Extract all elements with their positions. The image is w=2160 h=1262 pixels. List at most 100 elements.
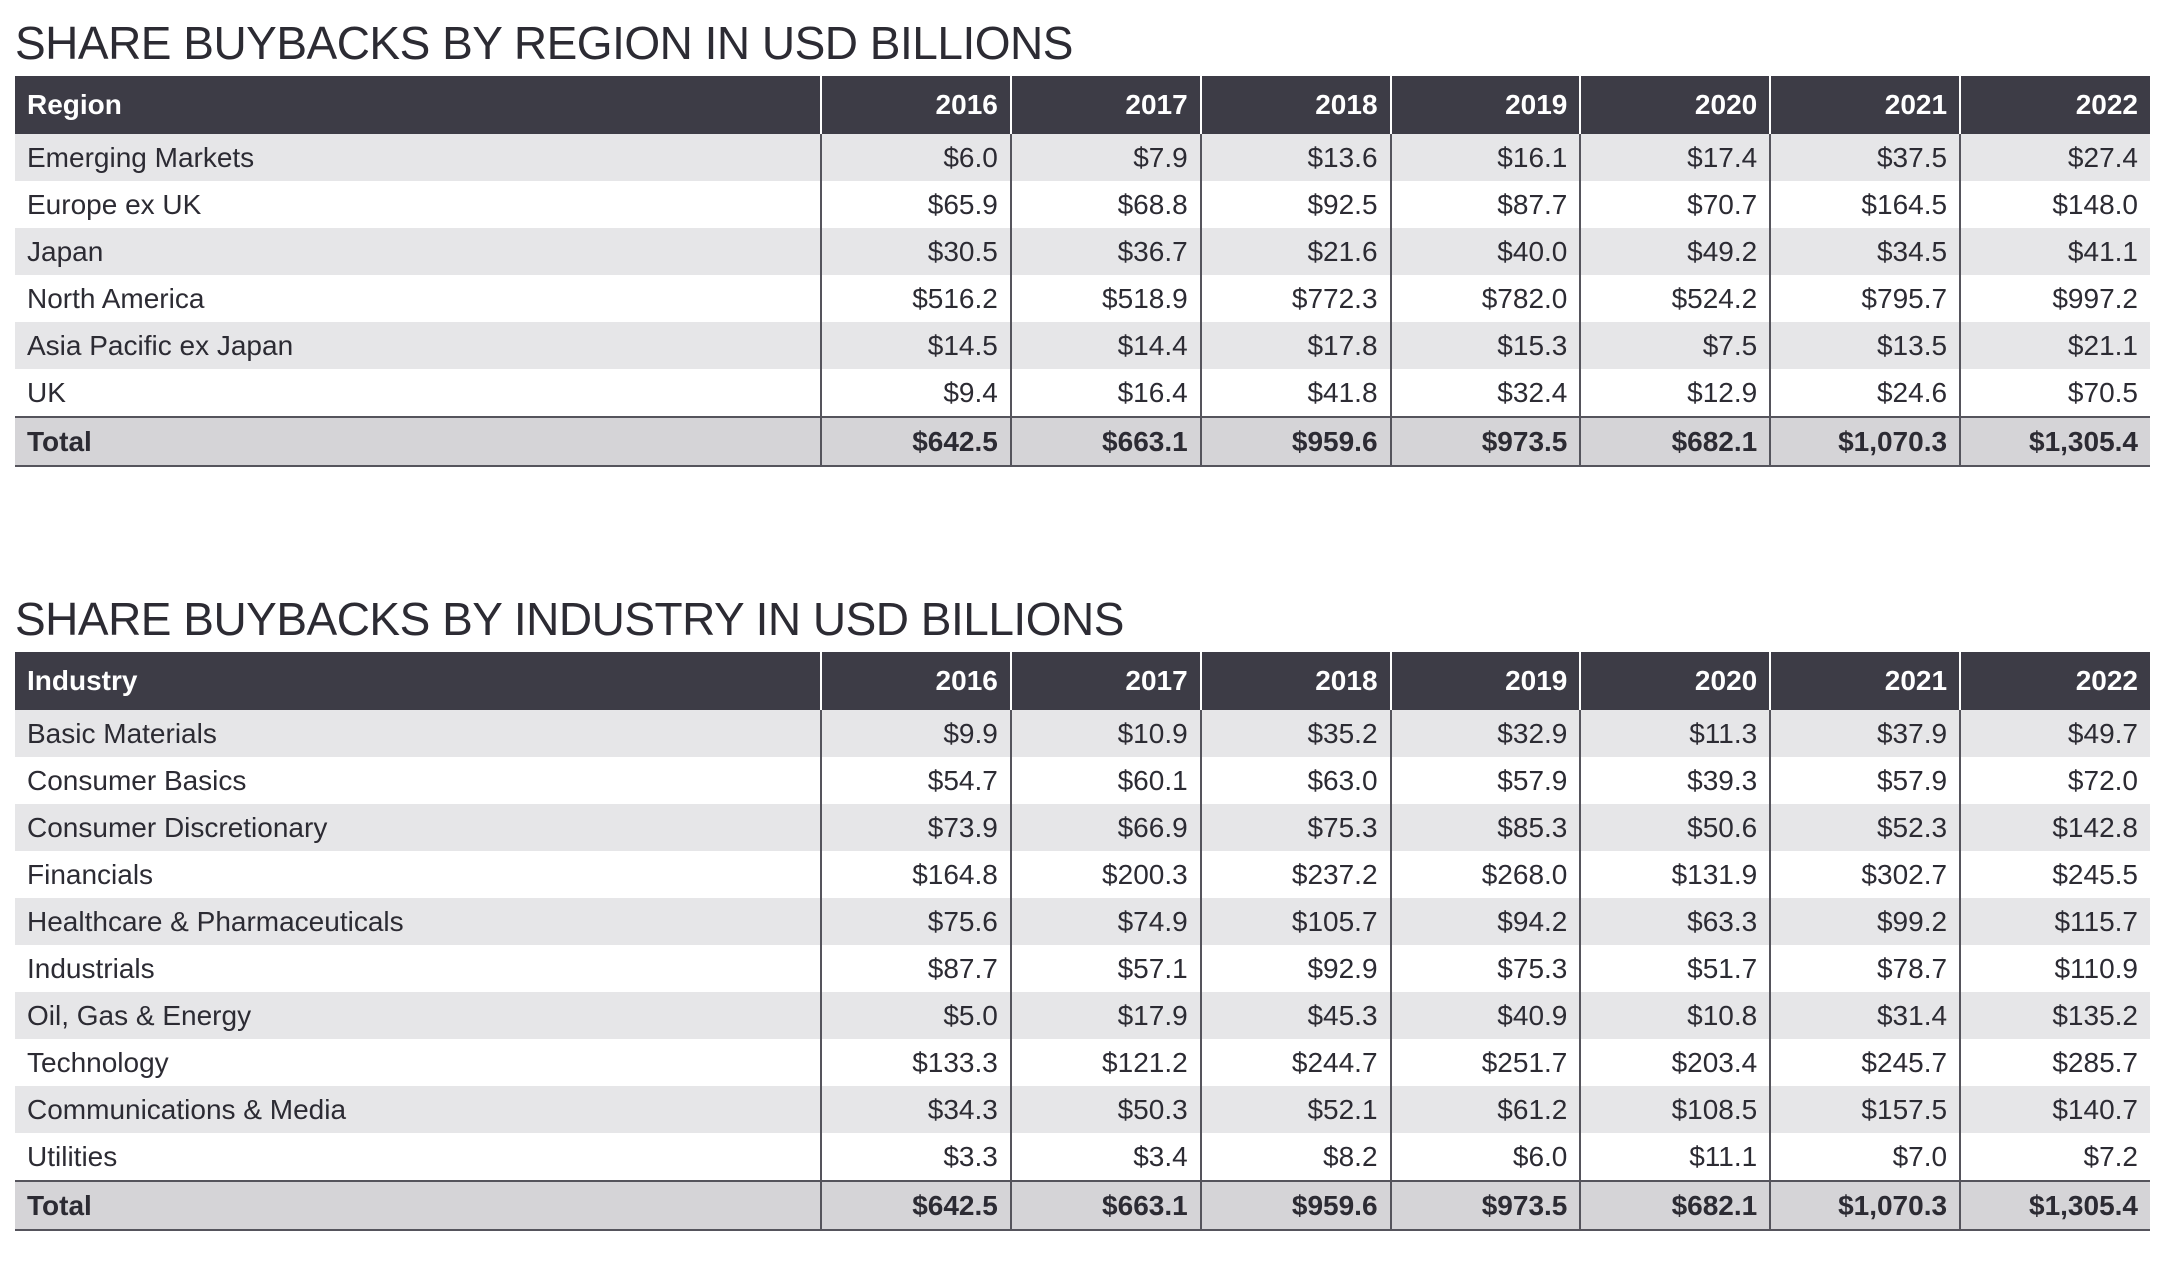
industry-section: SHARE BUYBACKS BY INDUSTRY IN USD BILLIO… [15, 586, 2150, 1231]
value-cell: $94.2 [1389, 898, 1581, 945]
value-cell: $49.2 [1579, 228, 1771, 275]
value-cell: $3.4 [1009, 1133, 1201, 1181]
total-cell: $1,070.3 [1769, 1180, 1961, 1231]
value-cell: $135.2 [1959, 992, 2150, 1039]
value-cell: $8.2 [1199, 1133, 1391, 1181]
value-cell: $6.0 [820, 134, 1011, 181]
row-label: Oil, Gas & Energy [15, 992, 821, 1039]
table-row: Europe ex UK $65.9 $68.8 $92.5 $87.7 $70.7 $16… [15, 181, 2150, 228]
value-cell: $133.3 [820, 1039, 1011, 1086]
value-cell: $75.6 [820, 898, 1011, 945]
table-row: Basic Materials $9.9 $10.9 $35.2 $32.9 $11.3 $… [15, 710, 2150, 757]
total-cell: $663.1 [1009, 416, 1201, 467]
header-cell: 2019 [1389, 652, 1581, 710]
value-cell: $268.0 [1389, 851, 1581, 898]
data-table: Industry 2016 2017 2018 2019 2020 2021 2022 Basi… [15, 652, 2150, 1231]
region-section: SHARE BUYBACKS BY REGION IN USD BILLIONS… [15, 10, 2150, 467]
value-cell: $203.4 [1579, 1039, 1771, 1086]
row-label: Emerging Markets [15, 134, 821, 181]
header-cell: 2019 [1389, 76, 1581, 134]
table-row: Technology $133.3 $121.2 $244.7 $251.7 $203.4… [15, 1039, 2150, 1086]
value-cell: $11.3 [1579, 710, 1771, 757]
value-cell: $245.5 [1959, 851, 2150, 898]
value-cell: $57.1 [1009, 945, 1201, 992]
value-cell: $795.7 [1769, 275, 1961, 322]
value-cell: $17.8 [1199, 322, 1391, 369]
value-cell: $52.3 [1769, 804, 1961, 851]
value-cell: $52.1 [1199, 1086, 1391, 1133]
value-cell: $13.6 [1199, 134, 1391, 181]
table-row: Emerging Markets $6.0 $7.9 $13.6 $16.1 $17.4 $… [15, 134, 2150, 181]
value-cell: $41.8 [1199, 369, 1391, 417]
value-cell: $121.2 [1009, 1039, 1201, 1086]
value-cell: $14.5 [820, 322, 1011, 369]
table-head: Industry 2016 2017 2018 2019 2020 2021 2022 [15, 652, 2150, 710]
value-cell: $17.9 [1009, 992, 1201, 1039]
value-cell: $63.0 [1199, 757, 1391, 804]
total-cell: $1,070.3 [1769, 416, 1961, 467]
total-cell: $682.1 [1579, 1180, 1771, 1231]
value-cell: $92.5 [1199, 181, 1391, 228]
header-cell: 2017 [1009, 652, 1201, 710]
total-cell: $973.5 [1389, 1180, 1581, 1231]
value-cell: $16.4 [1009, 369, 1201, 417]
header-cell: 2022 [1959, 76, 2150, 134]
header-cell: 2020 [1579, 76, 1771, 134]
value-cell: $782.0 [1389, 275, 1581, 322]
value-cell: $3.3 [820, 1133, 1011, 1181]
row-label: Industrials [15, 945, 821, 992]
value-cell: $41.1 [1959, 228, 2150, 275]
value-cell: $45.3 [1199, 992, 1391, 1039]
header-cell: 2016 [820, 76, 1011, 134]
value-cell: $105.7 [1199, 898, 1391, 945]
value-cell: $21.6 [1199, 228, 1391, 275]
value-cell: $87.7 [820, 945, 1011, 992]
header-cell: 2021 [1769, 652, 1961, 710]
value-cell: $32.9 [1389, 710, 1581, 757]
value-cell: $302.7 [1769, 851, 1961, 898]
total-label: Total [15, 416, 821, 467]
table-row: Japan $30.5 $36.7 $21.6 $40.0 $49.2 $34.5 $41.1 [15, 228, 2150, 275]
row-label: Communications & Media [15, 1086, 821, 1133]
value-cell: $131.9 [1579, 851, 1771, 898]
value-cell: $57.9 [1389, 757, 1581, 804]
row-label: Consumer Discretionary [15, 804, 821, 851]
value-cell: $30.5 [820, 228, 1011, 275]
value-cell: $108.5 [1579, 1086, 1771, 1133]
value-cell: $70.5 [1959, 369, 2150, 417]
value-cell: $92.9 [1199, 945, 1391, 992]
value-cell: $10.8 [1579, 992, 1771, 1039]
header-row: Region 2016 2017 2018 2019 2020 2021 2022 [15, 76, 2150, 134]
value-cell: $772.3 [1199, 275, 1391, 322]
total-cell: $959.6 [1199, 416, 1391, 467]
value-cell: $11.1 [1579, 1133, 1771, 1181]
table-row: Industrials $87.7 $57.1 $92.9 $75.3 $51.7 $78.… [15, 945, 2150, 992]
header-cell: 2018 [1199, 652, 1391, 710]
value-cell: $85.3 [1389, 804, 1581, 851]
value-cell: $75.3 [1199, 804, 1391, 851]
value-cell: $9.4 [820, 369, 1011, 417]
value-cell: $997.2 [1959, 275, 2150, 322]
value-cell: $70.7 [1579, 181, 1771, 228]
value-cell: $68.8 [1009, 181, 1201, 228]
value-cell: $49.7 [1959, 710, 2150, 757]
table-body: Basic Materials $9.9 $10.9 $35.2 $32.9 $11.3 $… [15, 710, 2150, 1231]
value-cell: $61.2 [1389, 1086, 1581, 1133]
value-cell: $10.9 [1009, 710, 1201, 757]
value-cell: $164.8 [820, 851, 1011, 898]
table-row: North America $516.2 $518.9 $772.3 $782.0 $52… [15, 275, 2150, 322]
row-label: North America [15, 275, 821, 322]
value-cell: $50.6 [1579, 804, 1771, 851]
value-cell: $72.0 [1959, 757, 2150, 804]
total-cell: $959.6 [1199, 1180, 1391, 1231]
value-cell: $518.9 [1009, 275, 1201, 322]
value-cell: $15.3 [1389, 322, 1581, 369]
value-cell: $245.7 [1769, 1039, 1961, 1086]
value-cell: $7.0 [1769, 1133, 1961, 1181]
value-cell: $32.4 [1389, 369, 1581, 417]
value-cell: $50.3 [1009, 1086, 1201, 1133]
value-cell: $285.7 [1959, 1039, 2150, 1086]
value-cell: $34.3 [820, 1086, 1011, 1133]
value-cell: $12.9 [1579, 369, 1771, 417]
